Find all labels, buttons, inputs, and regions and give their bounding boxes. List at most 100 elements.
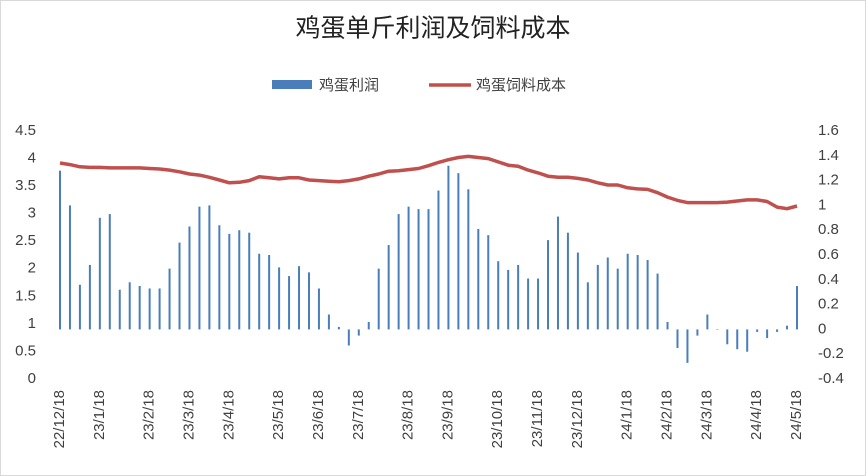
bar <box>457 173 460 330</box>
chart-title: 鸡蛋单斤利润及饲料成本 <box>295 15 570 43</box>
y2-tick-label: 0.2 <box>818 296 839 313</box>
bar <box>586 282 589 330</box>
y2-tick-label: -0.2 <box>818 345 844 362</box>
bar <box>606 257 609 330</box>
bar <box>537 278 540 330</box>
legend-swatch <box>272 80 312 89</box>
bar <box>357 329 360 336</box>
y2-tick-label: 1.6 <box>818 122 839 139</box>
bar <box>128 282 131 330</box>
bar <box>626 253 629 330</box>
x-tick-label: 24/4/18 <box>748 390 765 440</box>
bar <box>327 314 330 330</box>
line <box>59 154 798 211</box>
bar <box>477 228 480 330</box>
bar <box>188 226 191 330</box>
bar <box>337 326 340 330</box>
bar <box>168 268 171 330</box>
bar <box>158 288 161 330</box>
x-tick-label: 22/12/18 <box>51 390 68 448</box>
x-tick-label: 24/1/18 <box>619 390 636 440</box>
y2-tick-label: 0.4 <box>818 271 839 288</box>
bar <box>736 329 739 350</box>
bar <box>437 190 440 330</box>
legend-label: 鸡蛋饲料成本 <box>476 77 566 94</box>
bar <box>387 245 390 330</box>
bar <box>746 329 749 352</box>
bar <box>636 255 639 330</box>
y2-tick-label: 0.6 <box>818 246 839 263</box>
bar <box>108 214 111 330</box>
bar <box>796 286 798 330</box>
x-tick-label: 23/1/18 <box>91 390 108 440</box>
y2-tick-label: 0 <box>818 320 826 337</box>
bar <box>68 205 71 330</box>
bar <box>467 189 470 330</box>
y-tick-label: 2 <box>28 260 36 277</box>
bar <box>258 253 261 330</box>
bar <box>517 264 520 330</box>
bar <box>397 214 400 330</box>
x-tick-label: 24/3/18 <box>698 390 715 440</box>
bar <box>178 242 181 330</box>
bar <box>776 329 779 332</box>
bar <box>686 329 689 363</box>
y-tick-label: 4.5 <box>15 122 36 139</box>
bar <box>646 259 649 330</box>
bar <box>716 329 719 330</box>
bar <box>59 170 61 330</box>
bar <box>656 273 659 330</box>
y2-tick-label: 1.2 <box>818 172 839 189</box>
bar <box>278 267 281 330</box>
bar <box>696 329 699 336</box>
y-tick-label: 3 <box>28 205 36 222</box>
y-tick-label: 1.5 <box>15 287 36 304</box>
bar <box>427 209 430 330</box>
bar <box>756 329 759 332</box>
bar <box>497 261 500 330</box>
bar <box>377 268 380 330</box>
y2-tick-label: 0.8 <box>818 221 839 238</box>
bar <box>676 329 679 348</box>
bar <box>407 206 410 330</box>
bar <box>198 206 201 330</box>
bar <box>248 232 251 330</box>
bar <box>347 329 350 346</box>
bar <box>726 329 729 345</box>
bar <box>307 272 310 330</box>
bar <box>786 325 789 330</box>
bar <box>288 276 291 330</box>
bar <box>527 278 530 330</box>
bar <box>487 235 490 330</box>
y2-tick-label: 1 <box>818 196 826 213</box>
bar <box>148 288 151 330</box>
x-tick-label: 23/6/18 <box>310 390 327 440</box>
bar <box>228 233 231 330</box>
x-tick-label: 23/12/18 <box>569 390 586 448</box>
bar <box>118 289 121 330</box>
y-tick-label: 3.5 <box>15 177 36 194</box>
bar <box>596 264 599 330</box>
bar <box>218 225 221 330</box>
x-tick-label: 23/11/18 <box>529 390 546 447</box>
y-tick-label: 1 <box>28 315 36 332</box>
y2-tick-label: 1.4 <box>818 147 839 164</box>
x-tick-label: 23/9/18 <box>439 390 456 440</box>
bar <box>98 217 101 330</box>
bar <box>616 268 619 330</box>
x-tick-label: 23/4/18 <box>220 390 237 440</box>
bar <box>556 216 559 330</box>
bar <box>507 269 510 330</box>
bar <box>317 288 320 330</box>
x-tick-label: 23/3/18 <box>180 390 197 440</box>
bar <box>208 205 211 330</box>
y-tick-label: 0 <box>28 370 36 387</box>
bar <box>576 252 579 330</box>
y-tick-label: 4 <box>28 150 36 167</box>
x-tick-label: 23/2/18 <box>141 390 158 440</box>
y-tick-label: 2.5 <box>15 232 36 249</box>
bar <box>706 314 709 330</box>
x-tick-label: 23/10/18 <box>489 390 506 448</box>
